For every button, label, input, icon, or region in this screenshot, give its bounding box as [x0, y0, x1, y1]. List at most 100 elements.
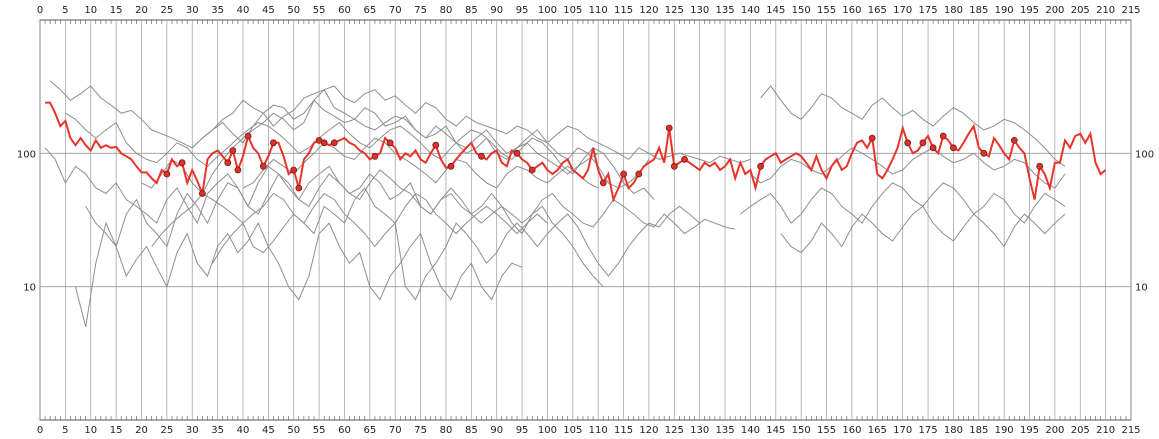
x-tick-label-bottom: 100	[538, 425, 557, 436]
highlight-marker	[1010, 136, 1018, 144]
background-series-line	[141, 88, 650, 195]
x-tick-label-bottom: 40	[237, 425, 250, 436]
x-tick-label-top: 85	[465, 5, 478, 16]
background-series-line	[85, 169, 736, 248]
x-tick-label-bottom: 155	[817, 425, 836, 436]
x-tick-label-bottom: 25	[160, 425, 173, 436]
x-axis-top-ticks: 0 5 10 15 20 25 30 35 40 45 50 55 60 65 70 75 80 85 90 95 10…	[37, 5, 1141, 16]
highlight-marker	[681, 155, 688, 163]
highlight-marker	[478, 152, 485, 160]
background-series-line	[739, 182, 1066, 224]
highlight-marker	[259, 162, 267, 170]
x-tick-label-bottom: 75	[414, 425, 427, 436]
background-series-line	[760, 85, 1066, 167]
x-tick-label-bottom: 30	[186, 425, 199, 436]
highlight-marker	[198, 190, 206, 197]
x-tick-label-top: 160	[842, 5, 861, 16]
x-tick-label-top: 200	[1045, 5, 1064, 16]
highlight-marker	[919, 139, 927, 147]
highlight-marker	[513, 149, 521, 157]
highlight-marker	[980, 149, 988, 157]
x-tick-label-top: 35	[211, 5, 224, 16]
x-tick-label-bottom: 215	[1121, 425, 1140, 436]
x-tick-label-bottom: 80	[440, 425, 453, 436]
highlight-marker	[620, 170, 627, 178]
x-tick-label-top: 45	[262, 5, 275, 16]
highlight-marker	[939, 132, 947, 140]
highlight-marker	[528, 166, 536, 174]
x-tick-label-top: 185	[969, 5, 988, 16]
background-series-line	[212, 187, 701, 301]
x-tick-label-top: 150	[792, 5, 811, 16]
highlight-marker	[950, 144, 957, 152]
x-tick-label-top: 65	[363, 5, 376, 16]
x-tick-label-bottom: 115	[614, 425, 633, 436]
x-axis-bottom-ticks: 0 5 10 15 20 25 30 35 40 45 50 55 60 65 70 75 80 85 90 95 10…	[37, 425, 1141, 436]
highlight-marker	[929, 144, 937, 152]
x-tick-label-top: 215	[1121, 5, 1140, 16]
x-tick-label-bottom: 15	[110, 425, 123, 436]
x-tick-label-bottom: 180	[944, 425, 963, 436]
x-tick-label-bottom: 165	[868, 425, 887, 436]
x-tick-label-bottom: 210	[1096, 425, 1115, 436]
highlight-marker	[904, 139, 912, 147]
highlight-marker	[163, 170, 171, 178]
x-tick-label-bottom: 125	[665, 425, 684, 436]
y-tick-label-left: 100	[17, 149, 36, 160]
highlight-marker	[295, 184, 303, 192]
highlight-marker	[178, 159, 186, 167]
highlight-marker	[665, 124, 673, 132]
x-tick-label-top: 95	[516, 5, 529, 16]
highlight-marker	[330, 139, 338, 147]
highlight-marker	[386, 139, 394, 147]
x-tick-label-top: 180	[944, 5, 963, 16]
x-tick-label-top: 55	[313, 5, 326, 16]
x-tick-label-bottom: 145	[766, 425, 785, 436]
x-tick-label-bottom: 170	[893, 425, 912, 436]
x-tick-label-top: 10	[84, 5, 97, 16]
x-tick-label-top: 205	[1071, 5, 1090, 16]
highlight-marker	[1036, 162, 1044, 170]
x-tick-label-bottom: 105	[563, 425, 582, 436]
y-tick-label-left: 10	[23, 283, 36, 294]
x-tick-label-bottom: 150	[792, 425, 811, 436]
x-tick-label-top: 120	[639, 5, 658, 16]
highlight-marker	[244, 132, 252, 140]
x-tick-label-top: 50	[287, 5, 300, 16]
x-tick-label-bottom: 130	[690, 425, 709, 436]
highlight-marker	[234, 166, 242, 174]
background-series-line	[151, 192, 548, 248]
highlight-marker	[447, 162, 455, 170]
x-tick-label-top: 40	[237, 5, 250, 16]
background-series-line	[65, 112, 655, 200]
x-tick-label-bottom: 95	[516, 425, 529, 436]
highlight-marker	[229, 147, 237, 154]
highlight-marker	[670, 162, 678, 170]
x-tick-label-bottom: 120	[639, 425, 658, 436]
highlight-marker	[320, 139, 328, 147]
highlight-marker	[432, 141, 440, 149]
x-tick-label-top: 80	[440, 5, 453, 16]
x-tick-label-bottom: 60	[338, 425, 351, 436]
background-series-line	[750, 147, 1066, 189]
x-tick-label-bottom: 50	[287, 425, 300, 436]
y-axis-ticks: 10 10 100 100	[17, 149, 1154, 293]
x-tick-label-bottom: 65	[363, 425, 376, 436]
x-tick-label-top: 165	[868, 5, 887, 16]
x-tick-label-top: 105	[563, 5, 582, 16]
x-tick-label-top: 25	[160, 5, 173, 16]
x-tick-label-bottom: 0	[37, 425, 43, 436]
x-tick-label-bottom: 45	[262, 425, 275, 436]
y-tick-label-right: 100	[1135, 149, 1154, 160]
x-tick-label-top: 145	[766, 5, 785, 16]
x-tick-label-bottom: 135	[715, 425, 734, 436]
x-tick-label-top: 60	[338, 5, 351, 16]
x-tick-label-bottom: 5	[62, 425, 68, 436]
highlight-series-group	[45, 101, 1107, 203]
x-tick-label-bottom: 55	[313, 425, 326, 436]
highlight-markers-group	[163, 124, 1044, 197]
x-tick-label-bottom: 205	[1071, 425, 1090, 436]
x-tick-label-bottom: 140	[741, 425, 760, 436]
x-tick-label-top: 100	[538, 5, 557, 16]
